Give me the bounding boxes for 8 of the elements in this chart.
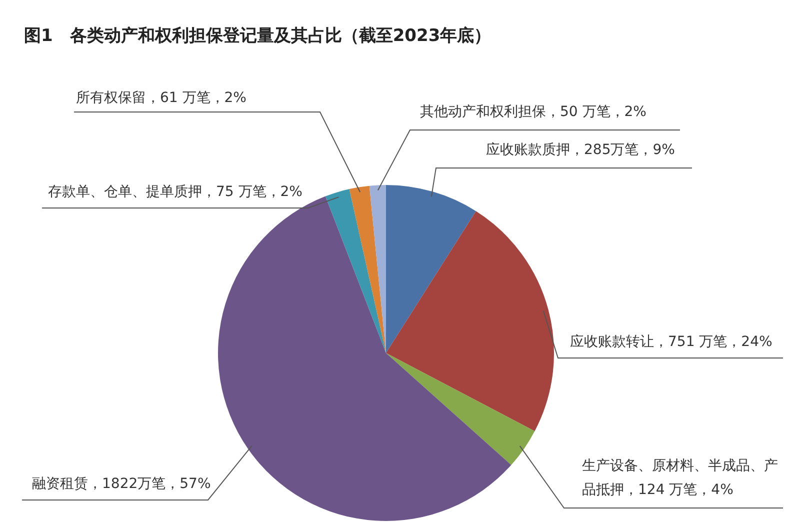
slice-label: 融资租赁，1822万笔，57% — [32, 476, 211, 492]
slice-label: 所有权保留，61 万笔，2% — [76, 90, 246, 106]
slice-label: 其他动产和权利担保，50 万笔，2% — [420, 104, 646, 120]
chart-title: 图1 各类动产和权利担保登记量及其占比（截至2023年底） — [24, 25, 492, 47]
slice-label: 应收账款质押，285万笔，9% — [486, 142, 675, 158]
slice-label: 存款单、仓单、提单质押，75 万笔，2% — [48, 184, 302, 200]
slice-label: 应收账款转让，751 万笔，24% — [570, 334, 772, 350]
slice-label: 生产设备、原材料、半成品、产品抵押，124 万笔，4% — [582, 458, 778, 498]
